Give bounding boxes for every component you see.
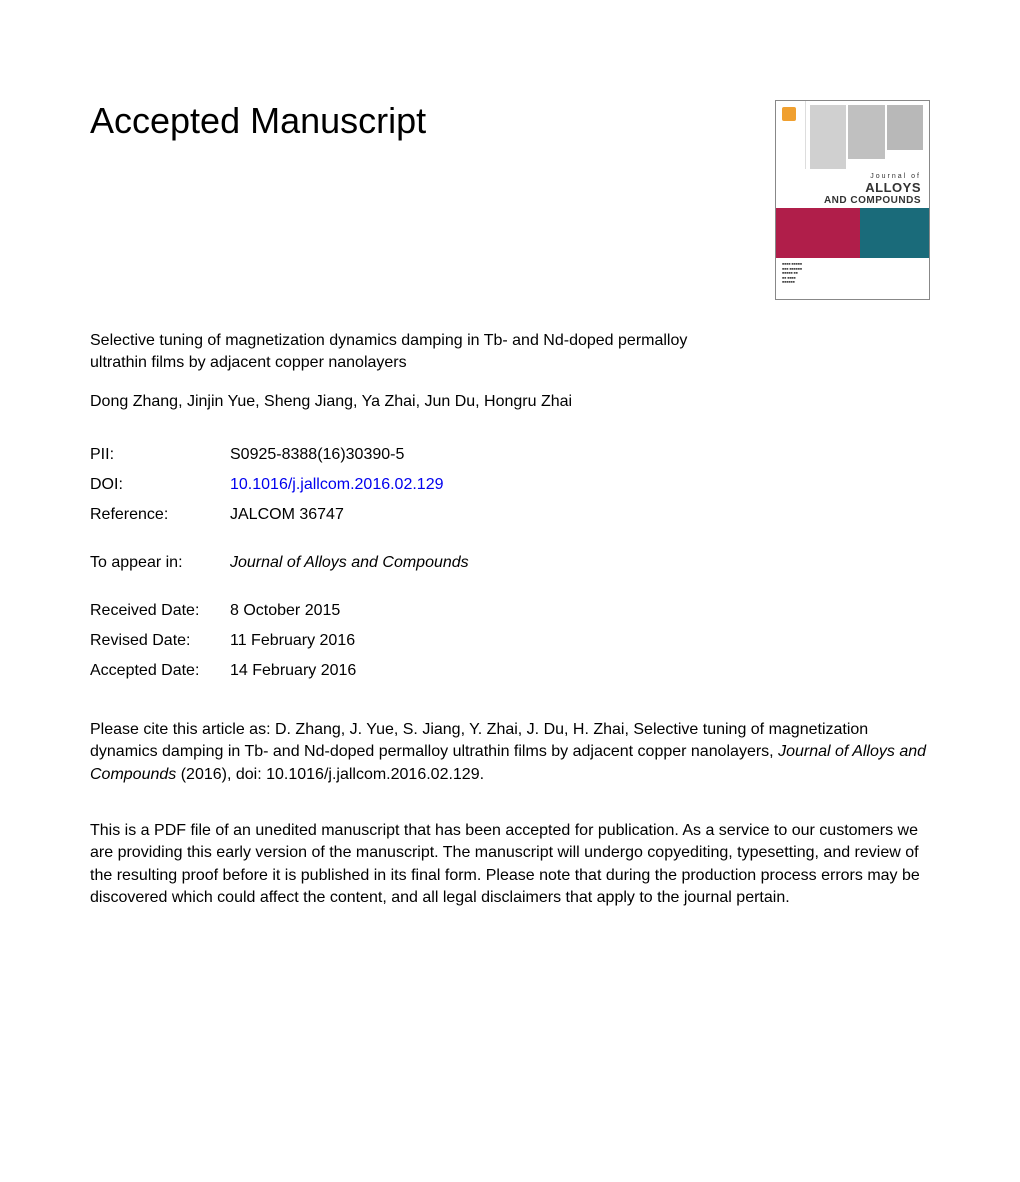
- page-title: Accepted Manuscript: [90, 100, 426, 142]
- header-row: Accepted Manuscript Journal of ALLOYS AN…: [90, 100, 930, 300]
- cover-bar: [810, 105, 846, 169]
- meta-row-appear: To appear in: Journal of Alloys and Comp…: [90, 555, 930, 571]
- meta-label: DOI:: [90, 477, 230, 493]
- meta-value-received: 8 October 2015: [230, 603, 340, 619]
- meta-row-reference: Reference: JALCOM 36747: [90, 507, 930, 523]
- cover-top: [776, 101, 929, 169]
- meta-label: PII:: [90, 447, 230, 463]
- metadata-table: PII: S0925-8388(16)30390-5 DOI: 10.1016/…: [90, 447, 930, 679]
- meta-label: Accepted Date:: [90, 663, 230, 679]
- meta-row-received: Received Date: 8 October 2015: [90, 603, 930, 619]
- cover-alloys: ALLOYS: [784, 181, 921, 195]
- citation-prefix: Please cite this article as: D. Zhang, J…: [90, 721, 868, 760]
- cover-bar: [887, 105, 923, 150]
- cover-journal-title: Journal of ALLOYS AND COMPOUNDS: [776, 169, 929, 208]
- meta-row-revised: Revised Date: 11 February 2016: [90, 633, 930, 649]
- meta-label: To appear in:: [90, 555, 230, 571]
- article-title: Selective tuning of magnetization dynami…: [90, 330, 730, 375]
- meta-row-pii: PII: S0925-8388(16)30390-5: [90, 447, 930, 463]
- meta-value-reference: JALCOM 36747: [230, 507, 344, 523]
- cover-bottom-text: ■■■■ ■■■■■ ■■■ ■■■■■■ ■■■■■ ■■ ■■ ■■■■ ■…: [776, 258, 929, 289]
- article-authors: Dong Zhang, Jinjin Yue, Sheng Jiang, Ya …: [90, 393, 930, 411]
- cover-mid: [776, 208, 929, 258]
- disclaimer-text: This is a PDF file of an unedited manusc…: [90, 820, 930, 910]
- citation-suffix: (2016), doi: 10.1016/j.jallcom.2016.02.1…: [176, 766, 484, 783]
- meta-value-doi-link[interactable]: 10.1016/j.jallcom.2016.02.129: [230, 477, 444, 493]
- citation-text: Please cite this article as: D. Zhang, J…: [90, 719, 930, 786]
- cover-color-block-left: [776, 208, 860, 258]
- meta-value-appear: Journal of Alloys and Compounds: [230, 555, 469, 571]
- cover-publisher-logo: [776, 101, 806, 169]
- cover-bars: [806, 101, 929, 169]
- meta-value-pii: S0925-8388(16)30390-5: [230, 447, 404, 463]
- cover-and-compounds: AND COMPOUNDS: [784, 195, 921, 206]
- meta-row-accepted: Accepted Date: 14 February 2016: [90, 663, 930, 679]
- cover-color-block-right: [860, 208, 929, 258]
- meta-label: Received Date:: [90, 603, 230, 619]
- meta-value-revised: 11 February 2016: [230, 633, 355, 649]
- meta-label: Revised Date:: [90, 633, 230, 649]
- journal-cover-thumbnail: Journal of ALLOYS AND COMPOUNDS ■■■■ ■■■…: [775, 100, 930, 300]
- meta-label: Reference:: [90, 507, 230, 523]
- cover-bar: [848, 105, 884, 159]
- meta-row-doi: DOI: 10.1016/j.jallcom.2016.02.129: [90, 477, 930, 493]
- meta-value-accepted: 14 February 2016: [230, 663, 356, 679]
